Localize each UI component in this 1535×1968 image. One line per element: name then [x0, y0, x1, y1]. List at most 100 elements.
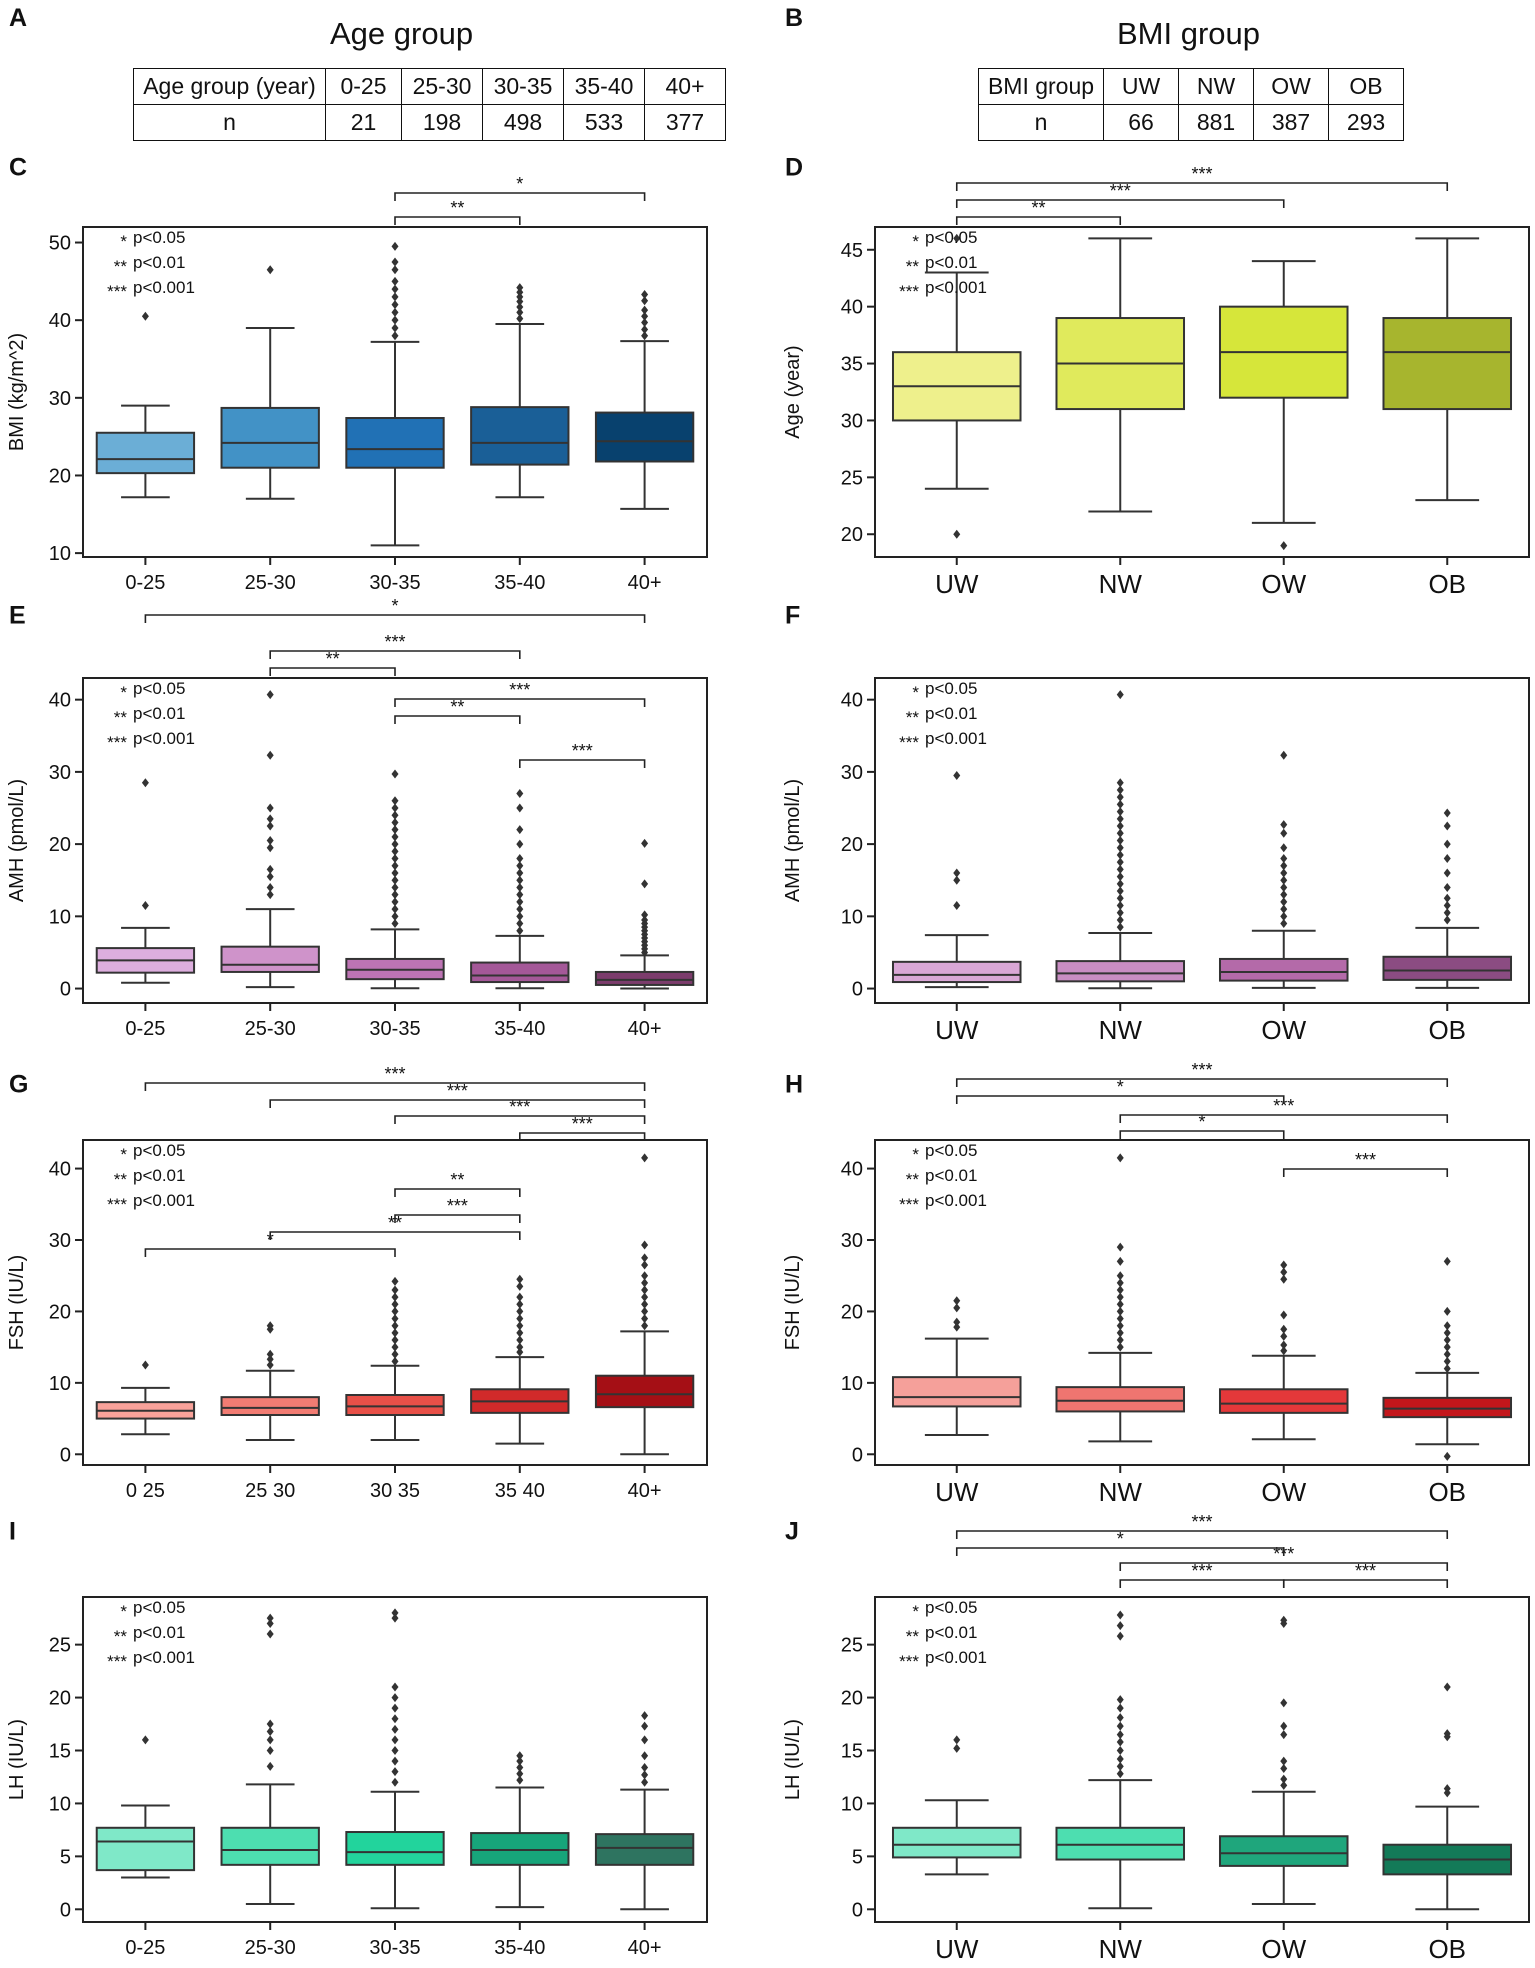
- y-tick-label: 10: [49, 1373, 71, 1395]
- significance-label: ***: [1110, 181, 1131, 201]
- outlier-point: [391, 315, 399, 325]
- box-iqr-40+: [594, 1833, 695, 1866]
- outlier-point: [1116, 821, 1124, 831]
- outlier-point: [1443, 908, 1451, 918]
- table-row: n 21 198 498 533 377: [133, 104, 726, 141]
- outlier-point: [391, 1735, 399, 1745]
- outlier-point: [391, 1613, 399, 1623]
- legend-text: p<0.001: [925, 729, 987, 748]
- x-tick-label: UW: [935, 1934, 979, 1964]
- x-tick-label: 40+: [628, 572, 662, 594]
- x-tick-label: OB: [1428, 1477, 1466, 1507]
- legend-text: p<0.05: [133, 1598, 185, 1617]
- outlier-point: [1116, 1342, 1124, 1352]
- significance-label: ***: [572, 1114, 593, 1134]
- y-tick-label: 25: [49, 1635, 71, 1657]
- y-tick-label: 40: [841, 1159, 863, 1181]
- significance-bracket: [269, 1231, 521, 1240]
- table-cell: 293: [1328, 104, 1404, 141]
- outlier-point: [516, 919, 524, 929]
- outlier-point: [1443, 1328, 1451, 1338]
- outlier-point: [1116, 1754, 1124, 1764]
- significance-bracket: [394, 1188, 521, 1197]
- outlier-point: [516, 897, 524, 907]
- significance-bracket: [955, 1530, 1449, 1539]
- outlier-point: [641, 1711, 649, 1721]
- box-iqr-OW: [1218, 957, 1349, 982]
- outlier-point: [1443, 1335, 1451, 1345]
- y-tick-label: 10: [841, 906, 863, 928]
- outlier-point: [1116, 1631, 1124, 1641]
- outlier-point: [1116, 1306, 1124, 1316]
- box-iqr-UW: [891, 1376, 1022, 1408]
- outlier-point: [953, 901, 961, 910]
- outlier-point: [391, 1328, 399, 1338]
- outlier-point: [1443, 1451, 1451, 1461]
- outlier-point: [391, 1608, 399, 1618]
- outlier-point: [1280, 882, 1288, 892]
- significance-label: *: [1198, 1112, 1205, 1132]
- y-tick-label: 20: [49, 1688, 71, 1710]
- legend-text: p<0.05: [133, 228, 185, 247]
- outlier-point: [1116, 850, 1124, 860]
- significance-label: ***: [1273, 1096, 1294, 1116]
- x-tick-label: 35 40: [495, 1480, 545, 1502]
- significance-bracket: [1119, 1130, 1285, 1139]
- y-tick-label: 40: [49, 1159, 71, 1181]
- age-group-table: Age group (year) 0-25 25-30 30-35 35-40 …: [133, 68, 726, 141]
- x-tick-label: 30-35: [369, 572, 420, 594]
- y-tick-label: 25: [841, 1635, 863, 1657]
- outlier-point: [1116, 908, 1124, 918]
- outlier-point: [641, 1292, 649, 1302]
- outlier-point: [391, 331, 399, 341]
- outlier-point: [516, 868, 524, 878]
- significance-bracket: [955, 182, 1449, 191]
- legend-text: p<0.001: [133, 729, 195, 748]
- panel-label-A: A: [9, 4, 28, 32]
- legend-text: p<0.001: [925, 278, 987, 297]
- plot-frame: [874, 677, 1530, 1004]
- panel-label-E: E: [9, 602, 26, 630]
- significance-bracket: [394, 1214, 521, 1223]
- y-tick-label: 30: [49, 388, 71, 410]
- panel-label-B: B: [785, 4, 804, 32]
- outlier-point: [516, 861, 524, 871]
- legend-text: p<0.001: [133, 1648, 195, 1667]
- outlier-point: [266, 1349, 274, 1359]
- box-iqr-25-30: [220, 1826, 320, 1866]
- box-iqr-25-30: [220, 945, 320, 973]
- outlier-point: [391, 1703, 399, 1713]
- box-iqr-0-25: [95, 431, 196, 475]
- outlier-point: [641, 879, 649, 889]
- outlier-point: [1280, 1730, 1288, 1740]
- legend-text: p<0.05: [133, 679, 185, 698]
- outlier-point: [641, 838, 649, 848]
- outlier-point: [641, 1777, 649, 1787]
- outlier-point: [1116, 1610, 1124, 1620]
- outlier-point: [1280, 868, 1288, 878]
- outlier-point: [266, 836, 274, 845]
- significance-label: ***: [447, 1196, 468, 1216]
- outlier-point: [1116, 690, 1124, 700]
- x-tick-label: OB: [1428, 1015, 1466, 1045]
- outlier-point: [1443, 1364, 1451, 1374]
- outlier-point: [1116, 857, 1124, 867]
- panel-label-J: J: [785, 1518, 799, 1546]
- table-cell: BMI group: [978, 68, 1104, 105]
- outlier-point: [1116, 814, 1124, 824]
- x-tick-label: 30-35: [369, 1018, 420, 1040]
- legend-stars: **: [906, 1627, 920, 1646]
- outlier-point: [1443, 893, 1451, 903]
- x-tick-label: 0-25: [125, 572, 165, 594]
- table-cell: 66: [1103, 104, 1179, 141]
- legend-text: p<0.001: [133, 278, 195, 297]
- y-tick-label: 50: [49, 233, 71, 255]
- x-tick-label: 35-40: [494, 1018, 545, 1040]
- legend-text: p<0.05: [925, 1598, 977, 1617]
- legend-stars: **: [906, 257, 920, 276]
- outlier-point: [391, 868, 399, 878]
- significance-bracket: [394, 698, 646, 707]
- outlier-point: [391, 825, 399, 835]
- outlier-point: [1116, 778, 1124, 788]
